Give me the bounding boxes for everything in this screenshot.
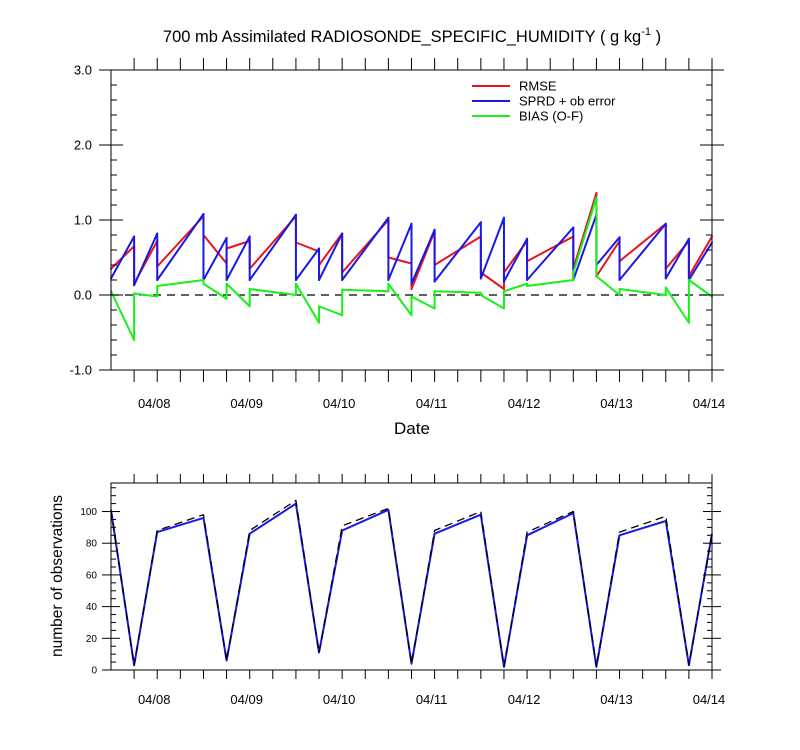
series-bias-o-f-segment bbox=[248, 288, 297, 296]
x-tick-label: 04/08 bbox=[138, 692, 171, 707]
series-sprd-ob-error-segment bbox=[294, 247, 321, 281]
series-sprd-ob-error-segment bbox=[526, 226, 575, 281]
series-sprd-ob-error-segment bbox=[225, 235, 251, 281]
series-sprd-ob-error-segment bbox=[433, 221, 482, 283]
series-rmse-segment bbox=[618, 222, 667, 263]
series-rmse-segment bbox=[526, 235, 575, 263]
x-tick-label: 04/12 bbox=[508, 396, 541, 411]
series-bias-o-f-segment bbox=[110, 290, 136, 341]
series-bias-o-f-segment bbox=[687, 279, 713, 298]
legend-label-sprd: SPRD + ob error bbox=[519, 94, 616, 109]
series-bias-o-f-segment bbox=[526, 279, 575, 287]
series-rmse-segment bbox=[202, 234, 228, 265]
series-bias-o-f-segment bbox=[595, 275, 621, 296]
series-sprd-ob-error-segment bbox=[156, 213, 205, 281]
y-tick-label: 0 bbox=[91, 666, 97, 677]
series-bias-o-f-segment bbox=[572, 196, 598, 274]
series-rmse-segment bbox=[294, 241, 321, 253]
series-bias-o-f-segment bbox=[202, 282, 228, 300]
legend: RMSE SPRD + ob error BIAS (O-F) bbox=[472, 79, 616, 124]
legend-label-rmse: RMSE bbox=[519, 79, 557, 94]
plot-frame-top bbox=[110, 69, 713, 371]
series-sprd-ob-error-segment bbox=[341, 216, 390, 281]
bias-rmse-chart: 700 mb Assimilated RADIOSONDE_SPECIFIC_H… bbox=[70, 26, 726, 438]
x-tick-label: 04/13 bbox=[600, 396, 633, 411]
x-tick-label: 04/14 bbox=[693, 692, 726, 707]
series-rmse-segment bbox=[387, 256, 413, 265]
x-axis-label: Date bbox=[394, 419, 430, 438]
series-sprd-ob-error-segment bbox=[110, 235, 136, 280]
series-bias-o-f-segment bbox=[479, 294, 505, 310]
series-bias-o-f-segment bbox=[133, 292, 159, 298]
series-bias-o-f-segment bbox=[318, 305, 344, 317]
y-tick-label: -1.0 bbox=[70, 363, 92, 378]
series-sprd-ob-error-segment bbox=[133, 232, 159, 287]
series-sprd-ob-error-segment bbox=[595, 236, 621, 266]
series-bias-o-f-segment bbox=[294, 282, 321, 324]
series-bias-o-f-segment bbox=[618, 288, 667, 296]
plot-frame-bottom bbox=[110, 482, 713, 671]
y-tick-label: 60 bbox=[86, 570, 98, 581]
series-rmse-segment bbox=[318, 232, 344, 266]
y-tick-label: 0.0 bbox=[74, 288, 92, 303]
y-tick-label: 80 bbox=[86, 539, 98, 550]
series-sprd-ob-error-segment bbox=[318, 232, 344, 281]
series-sprd-ob-error-segment bbox=[479, 216, 505, 280]
series-bias-o-f-segment bbox=[341, 288, 390, 293]
series-bias-o-f-segment bbox=[387, 282, 413, 317]
series-sprd-ob-error-segment bbox=[664, 237, 690, 280]
y-tick-label: 3.0 bbox=[74, 63, 92, 78]
series-assimilated-observations-line bbox=[110, 502, 713, 668]
chart-title: 700 mb Assimilated RADIOSONDE_SPECIFIC_H… bbox=[163, 26, 661, 46]
series-rmse-segment bbox=[595, 240, 621, 278]
x-tick-label: 04/12 bbox=[508, 692, 541, 707]
series-sprd-ob-error-segment bbox=[387, 222, 413, 281]
series-bias-o-f-segment bbox=[225, 282, 251, 308]
observation-count-chart: 0 20 40 60 80 100 04/08 04/09 04/10 04/11 04/12 04/… bbox=[49, 474, 725, 707]
x-tick-label: 04/14 bbox=[693, 396, 726, 411]
x-tick-label: 04/11 bbox=[416, 692, 448, 707]
series-sprd-ob-error-segment bbox=[502, 237, 529, 283]
series-sprd-ob-error-segment bbox=[618, 222, 667, 281]
series-sprd-ob-error-segment bbox=[687, 241, 713, 281]
series-sprd-ob-error-segment bbox=[410, 228, 436, 285]
y-tick-label: 2.0 bbox=[74, 138, 92, 153]
y-tick-label: 40 bbox=[86, 602, 98, 613]
x-tick-label: 04/10 bbox=[323, 396, 356, 411]
series-sprd-ob-error-segment bbox=[572, 213, 598, 281]
series-bias-o-f-segment bbox=[433, 290, 482, 294]
series-bias-o-f-segment bbox=[410, 295, 436, 310]
series-rmse-segment bbox=[687, 235, 713, 278]
x-tick-label: 04/11 bbox=[416, 396, 448, 411]
series-bias-o-f-segment bbox=[502, 282, 529, 293]
x-tick-label: 04/09 bbox=[230, 396, 263, 411]
series-bias-o-f-segment bbox=[664, 286, 690, 324]
series-rmse-segment bbox=[572, 192, 598, 270]
series-bias-o-f-segment bbox=[156, 279, 205, 287]
series-possible-observations-line bbox=[110, 499, 713, 668]
x-tick-label: 04/08 bbox=[138, 396, 171, 411]
x-tick-label: 04/09 bbox=[230, 692, 263, 707]
x-tick-label: 04/10 bbox=[323, 692, 356, 707]
series-rmse-segment bbox=[479, 271, 505, 290]
y-tick-label: 100 bbox=[80, 507, 97, 518]
y-axis-label-observations: number of observations bbox=[49, 495, 66, 657]
series-sprd-ob-error-segment bbox=[202, 237, 228, 281]
legend-label-bias: BIAS (O-F) bbox=[519, 109, 583, 124]
y-tick-label: 20 bbox=[86, 634, 98, 645]
series-sprd-ob-error-segment bbox=[248, 213, 297, 281]
y-tick-label: 1.0 bbox=[74, 213, 92, 228]
x-tick-label: 04/13 bbox=[600, 692, 633, 707]
